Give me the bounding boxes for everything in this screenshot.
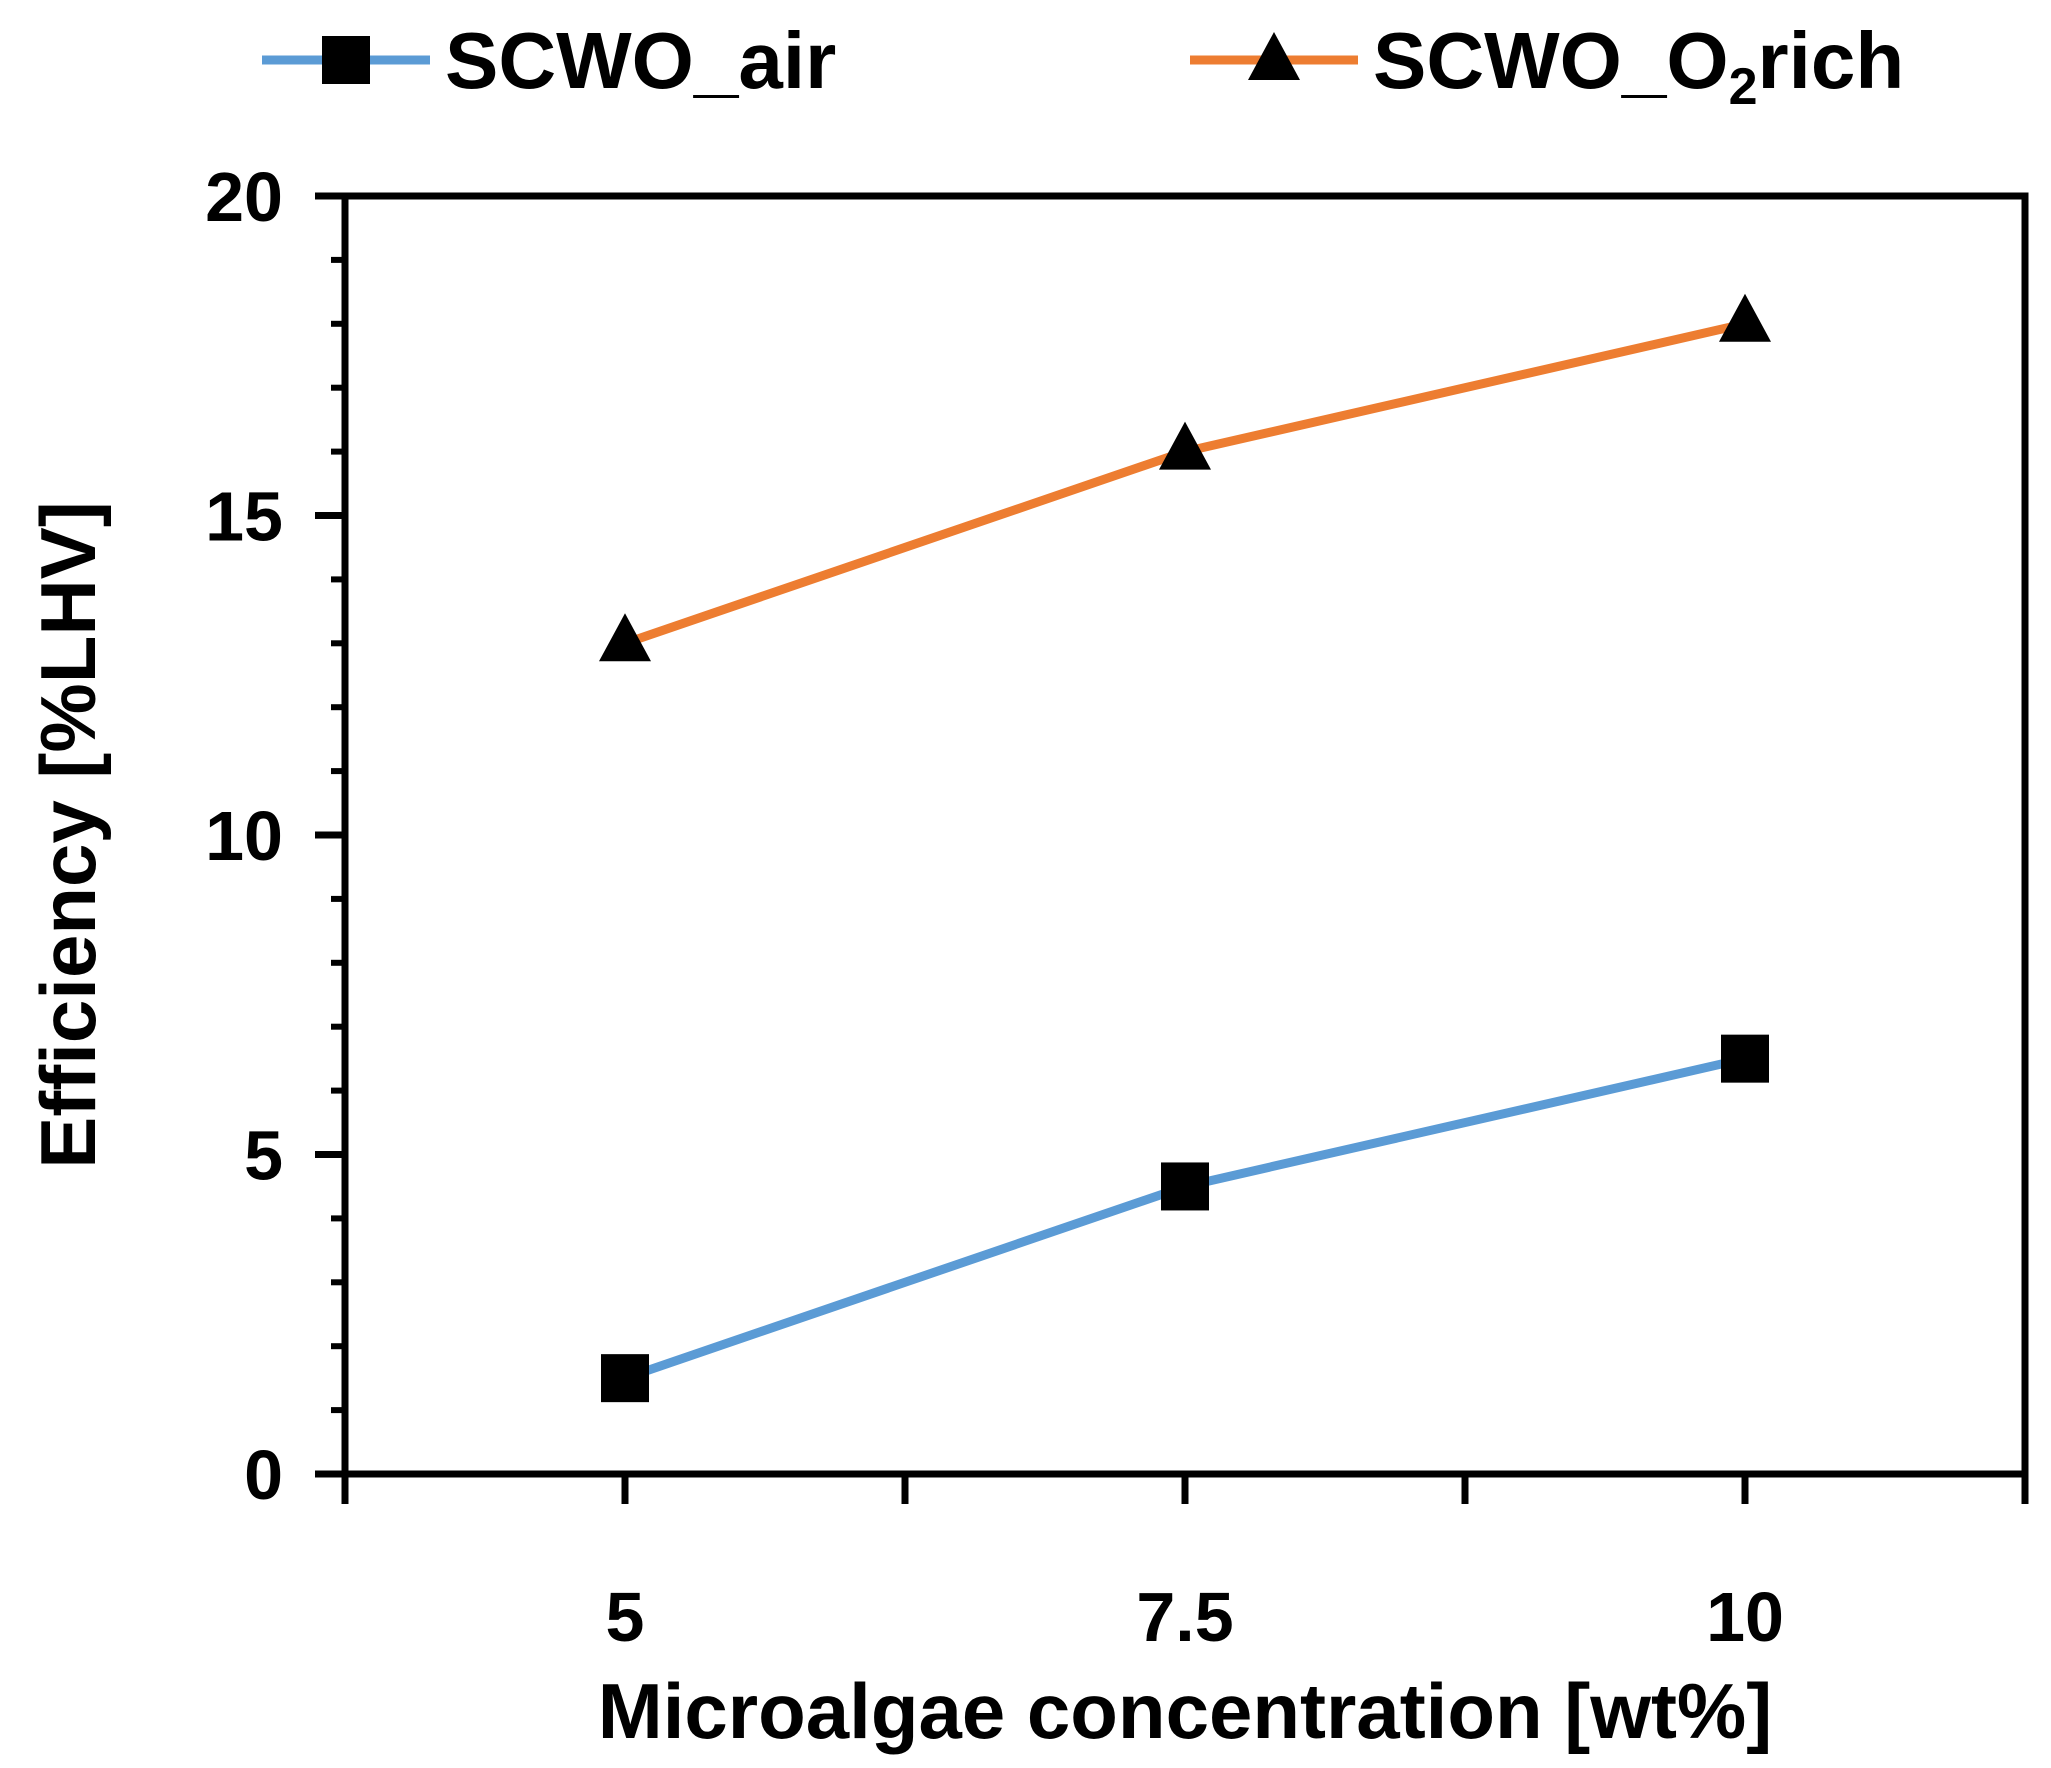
legend-marker-square [322, 36, 370, 84]
legend-label-main: SCWO_O [1373, 16, 1729, 105]
x-tick-label: 7.5 [1136, 1578, 1233, 1656]
axes [315, 192, 2029, 1504]
x-tick-label: 10 [1706, 1578, 1784, 1656]
series-line-0 [623, 1054, 1747, 1383]
data-point-square [1721, 1034, 1769, 1083]
legend-label-1: SCWO_O2rich [1373, 16, 1904, 116]
data-point-triangle [1159, 421, 1211, 470]
series-layer [599, 293, 1771, 1403]
data-point-triangle [1719, 293, 1771, 342]
y-axis-title: Efficiency [%LHV] [24, 501, 112, 1168]
series-line-1 [623, 319, 1747, 648]
labels: 0 5 10 15 20 5 7.5 10 Microalgae concentration [… [24, 158, 1784, 1755]
legend-label-tail: rich [1758, 16, 1905, 105]
data-point-square [1161, 1162, 1209, 1211]
legend-label-main: SCWO_air [445, 16, 836, 105]
data-point-triangle [599, 613, 651, 662]
x-axis-title: Microalgae concentration [wt%] [598, 1667, 1773, 1755]
x-tick-label: 5 [606, 1578, 645, 1656]
legend: SCWO_air SCWO_O2rich [262, 16, 1904, 116]
y-tick-label: 5 [244, 1117, 283, 1195]
y-tick-label: 10 [205, 797, 283, 875]
y-tick-label: 20 [205, 158, 283, 236]
y-tick-label: 15 [205, 478, 283, 556]
data-point-square [601, 1354, 649, 1403]
legend-marker-triangle [1248, 32, 1300, 80]
plot-frame [341, 192, 2029, 1478]
y-tick-label: 0 [244, 1436, 283, 1514]
legend-label-subscript: 2 [1729, 58, 1758, 116]
legend-label-0: SCWO_air [445, 16, 836, 105]
